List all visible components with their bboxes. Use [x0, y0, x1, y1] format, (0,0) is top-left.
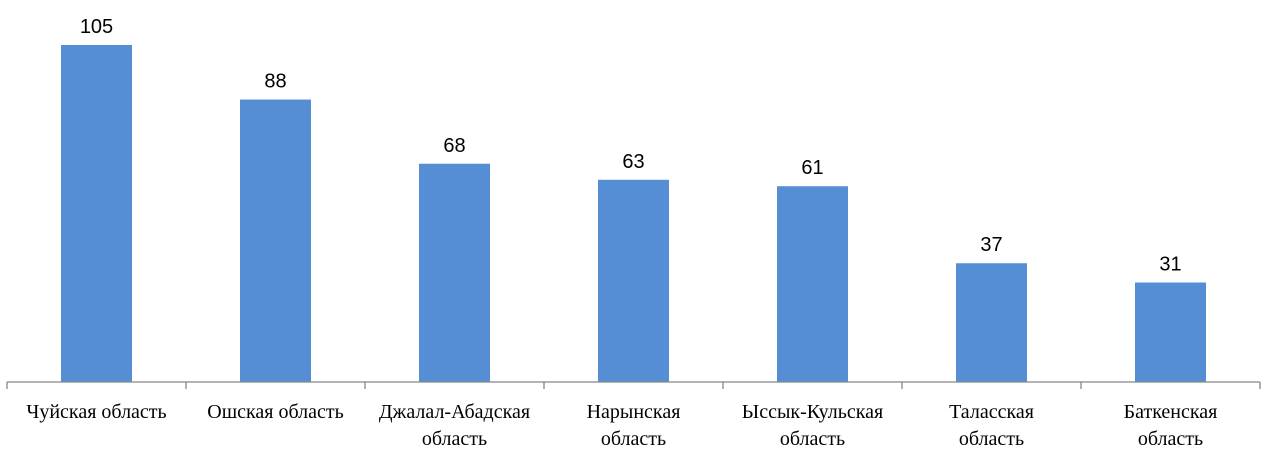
bars-group [61, 45, 1206, 383]
category-label-line: Ыссык-Кульская [742, 401, 883, 423]
category-label-line: Таласская [949, 401, 1034, 423]
category-label: Джалал-Абадская область [379, 401, 530, 450]
bar [1135, 282, 1206, 382]
category-labels-group: Чуйская область Ошская область Джалал-Абад… [26, 401, 1217, 450]
data-label: 63 [622, 151, 644, 173]
category-label: Нарынская область [587, 401, 681, 450]
category-label-line: область [422, 428, 487, 450]
data-label: 88 [264, 71, 286, 93]
bar [777, 186, 848, 382]
category-label: Таласская область [949, 401, 1034, 450]
data-label: 68 [443, 135, 465, 157]
category-label: Ошская область [207, 401, 343, 423]
category-label-line: Джалал-Абадская [379, 401, 530, 423]
category-label-line: Баткенская [1124, 401, 1218, 423]
category-label-line: область [780, 428, 845, 450]
category-label: Ыссык-Кульская область [742, 401, 883, 450]
x-axis [6, 381, 1261, 389]
data-label: 61 [801, 157, 823, 179]
category-label: Чуйская область [26, 401, 166, 423]
data-labels-group: 105 88 68 63 61 37 31 [80, 16, 1182, 276]
category-label: Баткенская область [1124, 401, 1218, 450]
data-label: 37 [980, 234, 1002, 256]
category-label-line: область [601, 428, 666, 450]
bar [956, 263, 1027, 382]
bar [598, 179, 669, 382]
category-label-line: Чуйская область [26, 401, 166, 423]
data-label: 31 [1159, 254, 1181, 276]
data-label: 105 [80, 16, 113, 38]
bar [240, 99, 311, 383]
category-label-line: область [1138, 428, 1203, 450]
category-label-line: Нарынская [587, 401, 681, 423]
bar [61, 45, 132, 382]
category-label-line: Ошская область [207, 401, 343, 423]
bar [419, 163, 490, 382]
category-label-line: область [959, 428, 1024, 450]
